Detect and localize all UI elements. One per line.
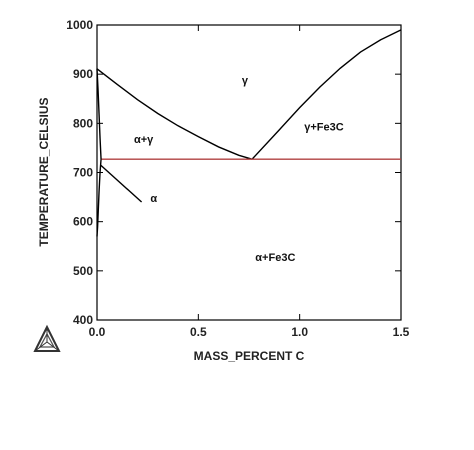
x-tick-label: 1.0 (291, 325, 308, 339)
series-line-0 (96, 68, 253, 160)
y-tick-label: 700 (73, 166, 93, 180)
series-line-4 (96, 159, 102, 237)
y-tick-label: 400 (73, 313, 93, 327)
x-tick-label: 0.0 (89, 325, 106, 339)
region-label: α+γ (134, 134, 154, 146)
plot-frame (96, 24, 402, 321)
region-label: α+Fe3C (255, 252, 295, 264)
x-axis: 0.0 0.5 1.0 1.5 (89, 25, 410, 339)
y-tick-label: 600 (73, 215, 93, 229)
series-line-5 (100, 164, 143, 203)
y-tick-label: 500 (73, 264, 93, 278)
series-layer (96, 29, 402, 237)
region-label: γ+Fe3C (304, 122, 343, 134)
series-line-3 (96, 68, 102, 160)
x-axis-title: MASS_PERCENT C (194, 349, 305, 363)
y-axis-title: TEMPERATURE_CELSIUS (37, 97, 51, 246)
annotation-layer: γ α+γ γ+Fe3C α α+Fe3C (134, 75, 344, 264)
triangle-logo-icon (33, 324, 61, 352)
region-label: γ (242, 75, 249, 87)
x-tick-label: 0.5 (190, 325, 207, 339)
y-axis: 400 500 600 700 800 900 1000 (66, 18, 401, 327)
y-tick-label: 900 (73, 67, 93, 81)
y-tick-label: 800 (73, 116, 93, 130)
region-label: α (150, 193, 157, 205)
y-tick-label: 1000 (66, 18, 93, 32)
x-tick-label: 1.5 (393, 325, 410, 339)
series-line-1 (251, 29, 402, 160)
